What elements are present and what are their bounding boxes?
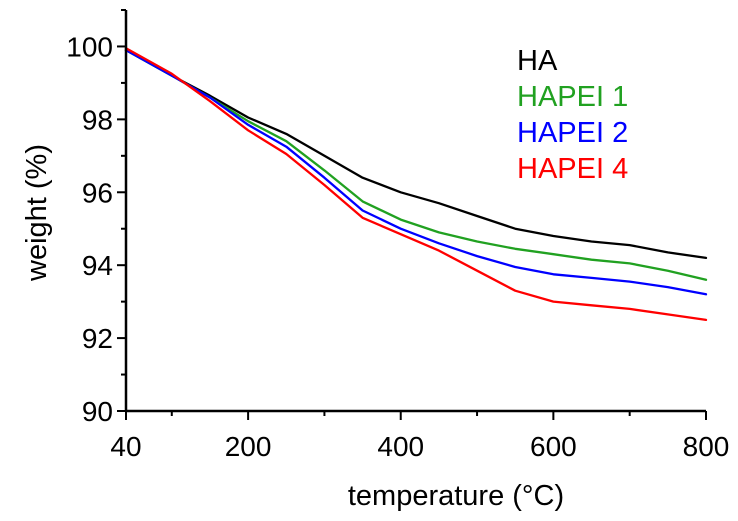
legend-entry: HA (517, 45, 558, 77)
x-tick-label: 600 (530, 431, 577, 462)
series-lines (124, 47, 708, 322)
series-line-hapei-4 (124, 47, 708, 322)
x-tick-label: 400 (377, 431, 424, 462)
tick-labels: 90 92 94 96 98 100 40 200 400 600 800 (66, 31, 729, 462)
series-line-hapei-2 (124, 48, 708, 296)
y-tick-label: 94 (82, 250, 113, 281)
y-tick-label: 92 (82, 323, 113, 354)
legend-entry: HAPEI 1 (517, 81, 628, 113)
y-tick-label: 96 (82, 177, 113, 208)
x-tick-label: 40 (110, 431, 141, 462)
y-tick-label: 100 (66, 31, 113, 62)
legend: HA HAPEI 1 HAPEI 2 HAPEI 4 (517, 45, 628, 185)
x-tick-label: 200 (225, 431, 272, 462)
legend-entry: HAPEI 2 (517, 117, 628, 149)
series-line-hapei-1 (124, 48, 708, 281)
x-tick-label: 800 (683, 431, 730, 462)
legend-entry: HAPEI 4 (517, 153, 628, 185)
y-tick-label: 98 (82, 104, 113, 135)
x-axis-title: temperature (°C) (348, 480, 564, 512)
y-axis-title: weight (%) (21, 144, 53, 282)
y-tick-label: 90 (82, 396, 113, 427)
series-line-ha (124, 48, 708, 260)
axis-ticks (117, 9, 707, 420)
